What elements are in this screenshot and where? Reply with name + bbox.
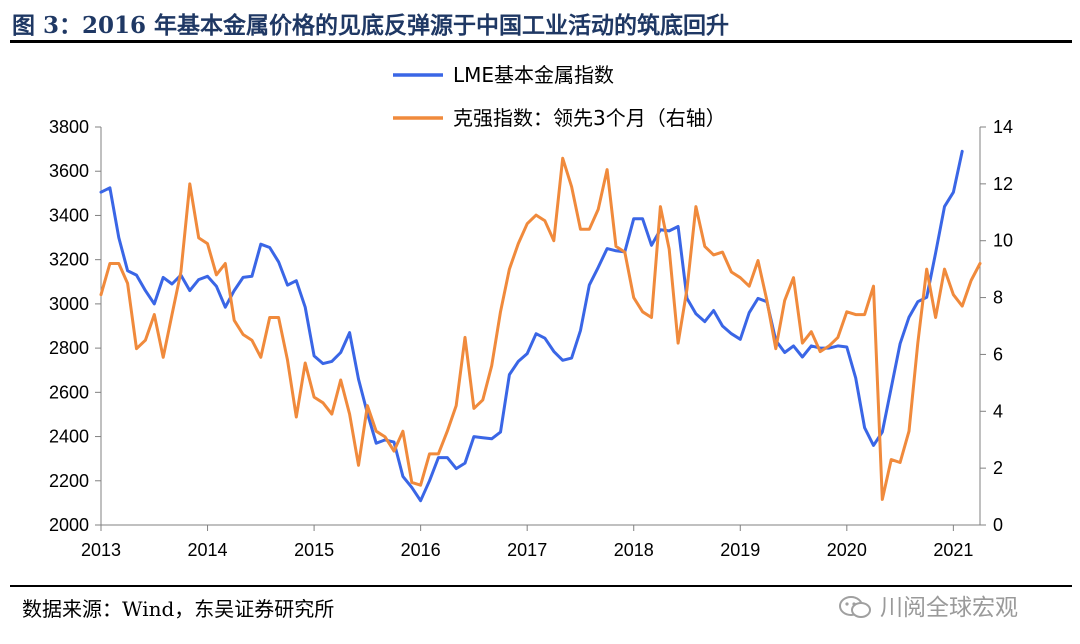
x-tick-label: 2016 bbox=[401, 540, 441, 560]
right-tick-label: 6 bbox=[993, 344, 1003, 364]
right-tick-label: 8 bbox=[993, 288, 1003, 308]
x-tick-label: 2018 bbox=[614, 540, 654, 560]
right-tick-label: 2 bbox=[993, 458, 1003, 478]
left-tick-label: 2800 bbox=[49, 338, 89, 358]
left-tick-label: 3400 bbox=[49, 205, 89, 225]
wechat-icon bbox=[839, 596, 871, 618]
left-tick-label: 3600 bbox=[49, 161, 89, 181]
x-tick-label: 2021 bbox=[933, 540, 973, 560]
title-rule bbox=[10, 40, 1072, 43]
legend-label-0: LME基本金属指数 bbox=[453, 63, 614, 87]
x-tick-label: 2019 bbox=[720, 540, 760, 560]
legend-label-1: 克强指数：领先3个月（右轴） bbox=[453, 106, 726, 130]
source-note: 数据来源：Wind，东吴证券研究所 bbox=[22, 597, 335, 621]
series-line-lme-index bbox=[99, 149, 964, 503]
left-tick-label: 2400 bbox=[49, 427, 89, 447]
left-tick-label: 3200 bbox=[49, 250, 89, 270]
x-tick-label: 2014 bbox=[188, 540, 228, 560]
right-tick-label: 10 bbox=[993, 231, 1013, 251]
left-tick-label: 3800 bbox=[49, 117, 89, 137]
source-rule bbox=[10, 585, 1072, 587]
right-tick-label: 14 bbox=[993, 117, 1013, 137]
x-tick-label: 2017 bbox=[507, 540, 547, 560]
chart-axes: 2000 2200 2400 2600 2800 3000 3200 3400 3600 3800… bbox=[49, 117, 1013, 560]
chart-lines bbox=[99, 149, 982, 503]
left-tick-label: 2000 bbox=[49, 515, 89, 535]
watermark-text: 川阅全球宏观 bbox=[880, 595, 1018, 621]
right-tick-label: 0 bbox=[993, 515, 1003, 535]
x-tick-label: 2020 bbox=[827, 540, 867, 560]
right-tick-label: 12 bbox=[993, 174, 1013, 194]
watermark: 川阅全球宏观 bbox=[838, 588, 1018, 622]
line-chart: 2000 2200 2400 2600 2800 3000 3200 3400 3600 3800… bbox=[49, 63, 1013, 560]
figure-title: 图 3：2016 年基本金属价格的见底反弹源于中国工业活动的筑底回升 bbox=[12, 12, 730, 39]
left-tick-label: 2200 bbox=[49, 471, 89, 491]
left-tick-label: 2600 bbox=[49, 382, 89, 402]
x-tick-label: 2013 bbox=[81, 540, 121, 560]
series-line-keqiang-index bbox=[99, 156, 982, 501]
x-tick-label: 2015 bbox=[294, 540, 334, 560]
left-tick-label: 3000 bbox=[49, 294, 89, 314]
right-tick-label: 4 bbox=[993, 401, 1003, 421]
